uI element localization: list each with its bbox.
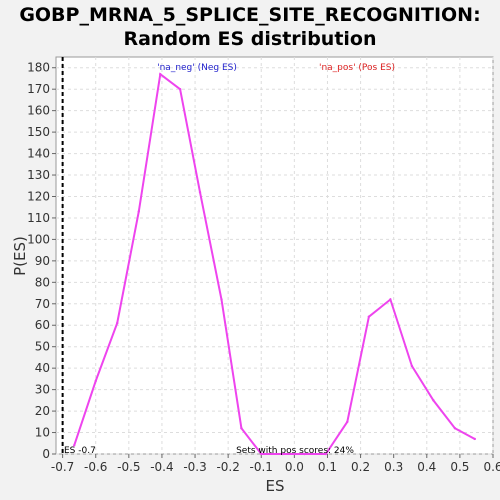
data-point [367,315,371,318]
y-tick-label: 60 [35,318,50,332]
x-tick-label: 0.6 [483,460,500,474]
x-axis-ticks: -0.7 -0.6 -0.5 -0.4 -0.3 -0.2 -0.1 0.0 0.1 0.2 0.3… [51,454,500,474]
data-point [94,379,97,383]
x-tick-label: 0.4 [417,460,436,474]
data-point [473,437,476,441]
x-tick-label: -0.5 [117,460,140,474]
x-tick-label: -0.3 [183,460,206,474]
data-point [178,87,182,91]
data-point [220,298,223,301]
y-tick-label: 30 [35,383,50,397]
data-point [432,399,435,402]
y-tick-label: 80 [35,275,50,289]
y-tick-label: 70 [35,297,50,311]
data-point [116,321,119,325]
data-point [260,452,263,456]
y-tick-label: 50 [35,340,50,354]
data-point [324,452,328,456]
y-tick-label: 120 [27,189,50,203]
data-point [281,452,284,456]
x-tick-label: -0.2 [216,460,239,474]
y-tick-label: 140 [27,147,50,161]
y-axis-ticks: 0 10 20 30 40 50 60 70 80 90 100 110 120 130 140 150 160… [27,61,56,461]
y-tick-label: 100 [27,232,50,246]
grid-lines [56,57,494,455]
series-line [73,72,476,455]
es-marker-label: ES -0.7 [64,446,96,456]
y-tick-label: 40 [35,361,50,375]
x-tick-label: -0.6 [84,460,107,474]
x-tick-label: 0.3 [384,460,403,474]
y-tick-label: 130 [27,168,50,182]
data-point [73,444,76,447]
data-point [389,298,392,301]
y-tick-label: 160 [27,104,50,118]
y-tick-label: 170 [27,82,50,96]
y-tick-label: 0 [42,447,50,461]
data-point [137,210,140,213]
data-point [410,364,414,368]
data-point [453,427,457,430]
y-tick-label: 150 [27,125,50,139]
chart-title-line1: GOBP_MRNA_5_SPLICE_SITE_RECOGNITION: [19,4,481,26]
data-point [159,72,162,76]
data-point [240,427,243,430]
x-tick-label: 0.2 [351,460,370,474]
plot-area [55,56,494,455]
data-point [303,452,306,456]
x-tick-label: 0.1 [318,460,337,474]
y-axis-label: P(ES) [11,236,29,276]
x-tick-label: 0.0 [285,460,304,474]
data-point [198,190,202,194]
legend-neg: 'na_neg' (Neg ES) [157,63,237,73]
y-tick-label: 110 [27,211,50,225]
data-point [346,420,349,424]
legend-pos: 'na_pos' (Pos ES) [319,63,395,73]
chart-title-line2: Random ES distribution [123,28,377,50]
y-tick-label: 20 [35,404,50,418]
pos-scores-annotation: Sets with pos scores: 24% [236,446,354,456]
x-tick-label: 0.5 [450,460,469,474]
x-tick-label: -0.4 [150,460,173,474]
y-tick-label: 10 [35,426,50,440]
y-tick-label: 180 [27,61,50,75]
series-points [73,72,476,456]
x-axis-label: ES [266,477,285,495]
x-tick-label: -0.1 [250,460,273,474]
x-tick-label: -0.7 [51,460,74,474]
y-tick-label: 90 [35,254,50,268]
